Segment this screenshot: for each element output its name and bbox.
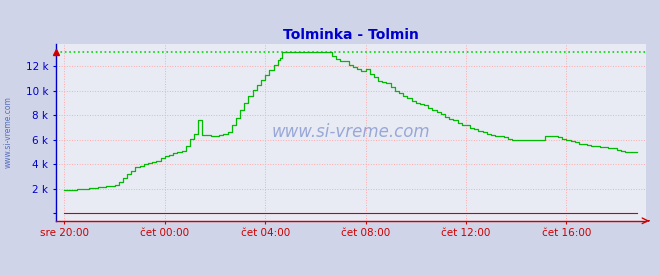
Title: Tolminka - Tolmin: Tolminka - Tolmin <box>283 28 419 42</box>
Text: www.si-vreme.com: www.si-vreme.com <box>4 97 13 168</box>
Text: www.si-vreme.com: www.si-vreme.com <box>272 123 430 142</box>
